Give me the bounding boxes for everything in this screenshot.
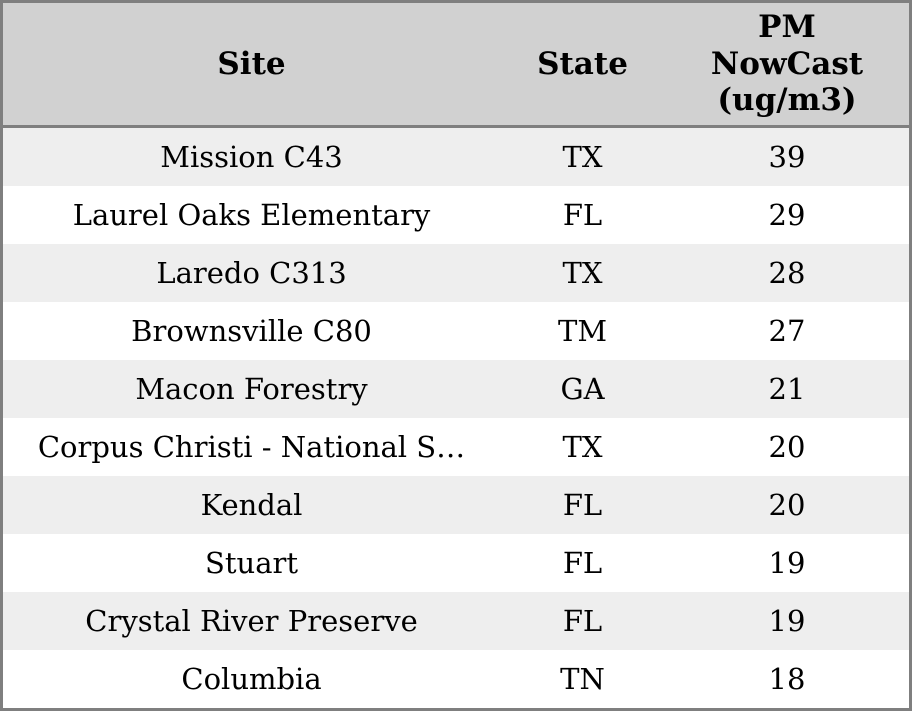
pm-value-cell: 20 xyxy=(768,488,806,522)
pm-value-cell: 19 xyxy=(768,546,806,580)
pm-value-cell: 29 xyxy=(768,198,806,232)
site-cell: Corpus Christi - National S… xyxy=(37,430,466,464)
state-cell: FL xyxy=(562,198,603,232)
site-cell: Laurel Oaks Elementary xyxy=(72,198,431,232)
state-cell: TM xyxy=(557,314,608,348)
pm-value-cell: 27 xyxy=(768,314,806,348)
state-cell: TX xyxy=(562,256,603,290)
state-cell: FL xyxy=(562,488,603,522)
pm-value-cell: 28 xyxy=(768,256,806,290)
pm-value-cell: 21 xyxy=(768,372,806,406)
site-cell: Laredo C313 xyxy=(156,256,347,290)
table-row: Stuart FL 19 xyxy=(3,534,909,592)
table-body: Mission C43 TX 39 Laurel Oaks Elementary… xyxy=(3,128,909,708)
table-row: Columbia TN 18 xyxy=(3,650,909,708)
table-row: Crystal River Preserve FL 19 xyxy=(3,592,909,650)
table-row: Kendal FL 20 xyxy=(3,476,909,534)
pm-value-cell: 39 xyxy=(768,140,806,174)
table-row: Laurel Oaks Elementary FL 29 xyxy=(3,186,909,244)
state-cell: GA xyxy=(560,372,605,406)
pm-value-cell: 18 xyxy=(768,662,806,696)
site-cell: Macon Forestry xyxy=(135,372,368,406)
column-header-state: State xyxy=(537,46,628,82)
state-cell: FL xyxy=(562,546,603,580)
column-header-pm-nowcast: PM NowCast (ug/m3) xyxy=(710,9,864,119)
column-header-site: Site xyxy=(217,46,286,82)
table-row: Brownsville C80 TM 27 xyxy=(3,302,909,360)
state-cell: TX xyxy=(562,430,603,464)
state-cell: FL xyxy=(562,604,603,638)
table-row: Laredo C313 TX 28 xyxy=(3,244,909,302)
table-header-row: Site State PM NowCast (ug/m3) xyxy=(3,3,909,128)
site-cell: Mission C43 xyxy=(160,140,343,174)
table-row: Mission C43 TX 39 xyxy=(3,128,909,186)
site-cell: Kendal xyxy=(200,488,303,522)
site-cell: Columbia xyxy=(181,662,322,696)
pm-value-cell: 19 xyxy=(768,604,806,638)
table-row: Macon Forestry GA 21 xyxy=(3,360,909,418)
site-cell: Brownsville C80 xyxy=(131,314,372,348)
state-cell: TN xyxy=(560,662,605,696)
site-cell: Crystal River Preserve xyxy=(85,604,418,638)
state-cell: TX xyxy=(562,140,603,174)
pm-value-cell: 20 xyxy=(768,430,806,464)
table-row: Corpus Christi - National S… TX 20 xyxy=(3,418,909,476)
site-cell: Stuart xyxy=(205,546,299,580)
